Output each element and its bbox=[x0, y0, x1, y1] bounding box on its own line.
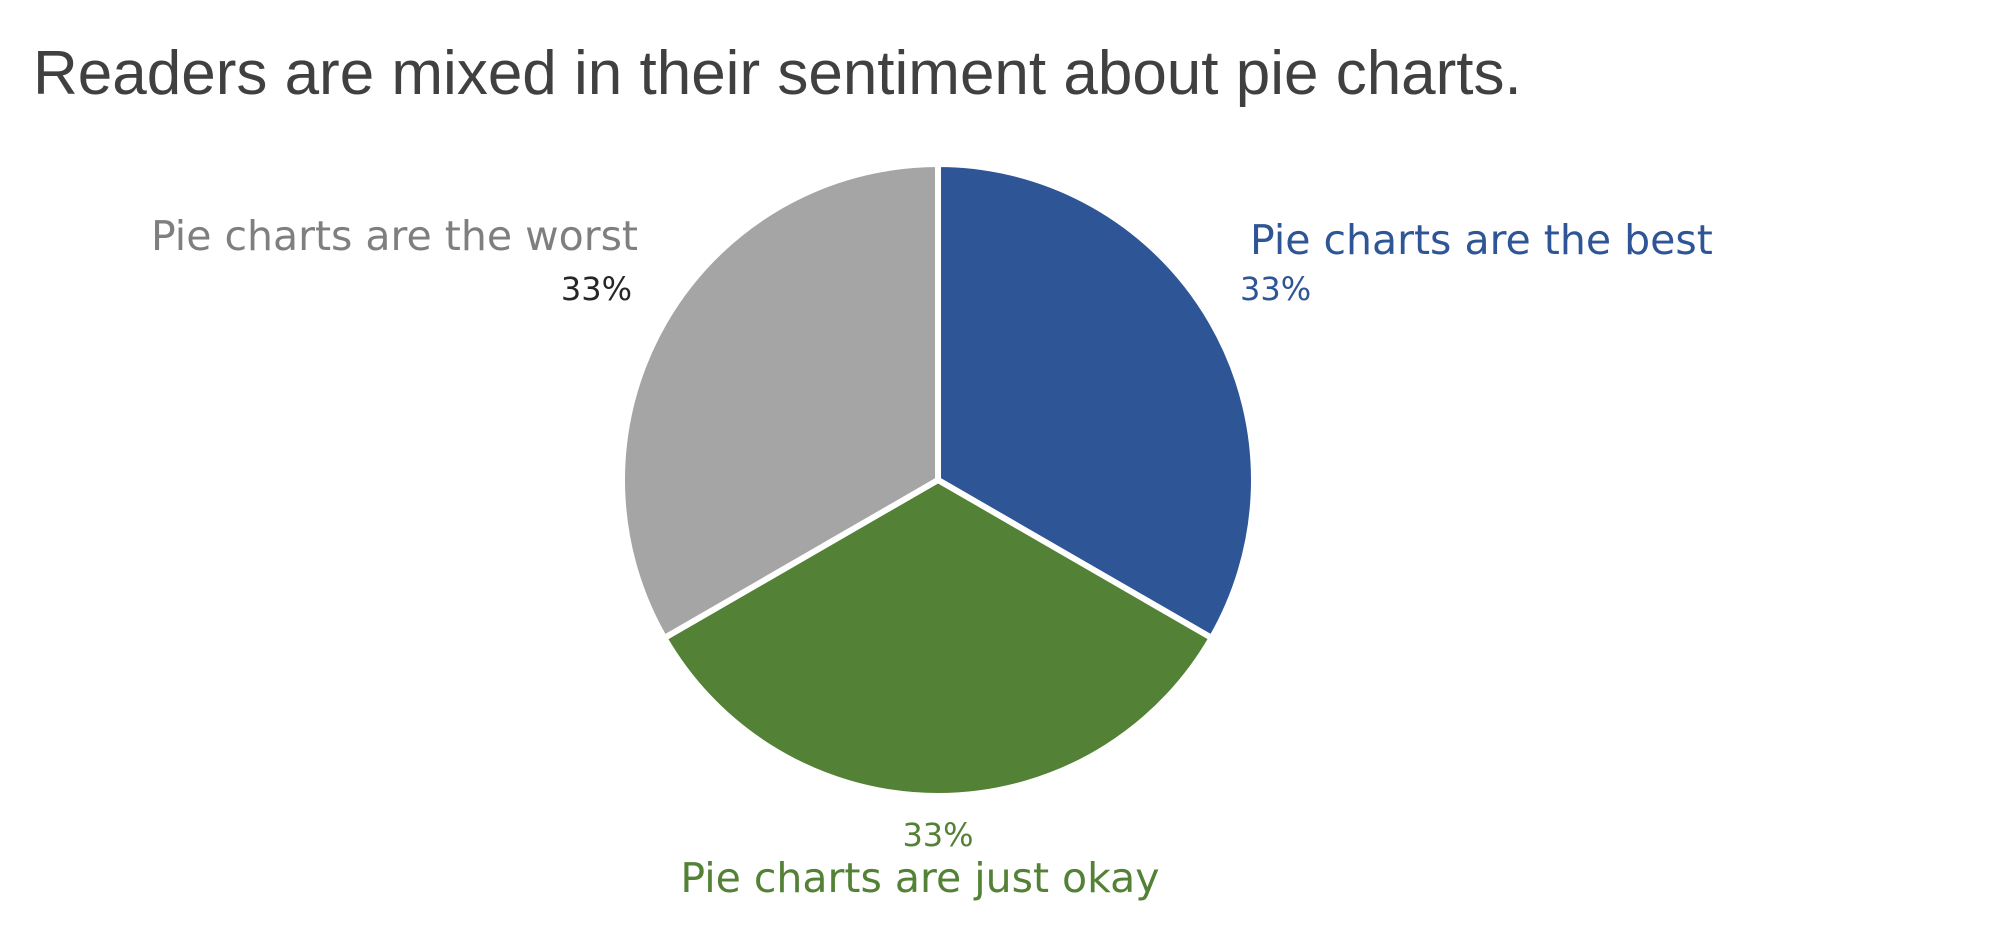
slice-value-1: 33% bbox=[1240, 270, 1311, 308]
pie-slices bbox=[619, 161, 1257, 799]
slice-label-3: Pie charts are the worst bbox=[151, 212, 638, 260]
slice-value-2: 33% bbox=[902, 816, 973, 854]
pie-slice-2 bbox=[661, 477, 1215, 799]
pie-slice-1 bbox=[935, 161, 1257, 641]
slice-label-2: Pie charts are just okay bbox=[680, 854, 1159, 902]
slice-label-1: Pie charts are the best bbox=[1250, 216, 1713, 264]
pie-slice-3 bbox=[619, 161, 941, 641]
slice-value-3: 33% bbox=[561, 270, 632, 308]
chart-title: Readers are mixed in their sentiment abo… bbox=[33, 39, 1522, 108]
